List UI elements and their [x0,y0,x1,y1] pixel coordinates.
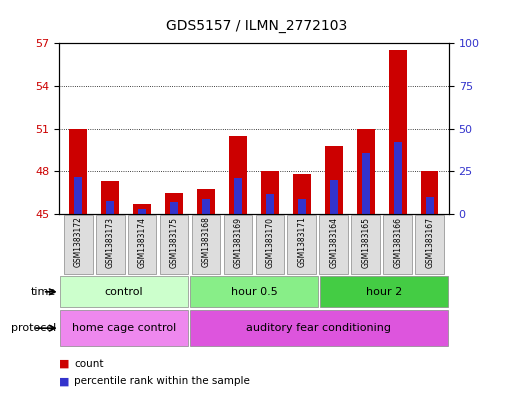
Bar [106,200,114,214]
Bar [261,171,279,214]
Bar [421,171,439,214]
FancyBboxPatch shape [320,215,348,274]
FancyBboxPatch shape [255,215,284,274]
FancyBboxPatch shape [190,276,318,307]
FancyBboxPatch shape [190,310,448,346]
Text: GSM1383170: GSM1383170 [265,217,274,268]
FancyBboxPatch shape [383,215,412,274]
FancyBboxPatch shape [96,215,125,274]
Text: GDS5157 / ILMN_2772103: GDS5157 / ILMN_2772103 [166,18,347,33]
Text: GSM1383171: GSM1383171 [298,217,306,268]
Text: GSM1383174: GSM1383174 [137,217,147,268]
Text: percentile rank within the sample: percentile rank within the sample [74,376,250,386]
Bar [234,178,242,214]
Text: GSM1383164: GSM1383164 [329,217,339,268]
Bar [229,136,247,214]
Bar [394,142,402,214]
Text: hour 2: hour 2 [366,287,402,297]
Text: time: time [31,287,56,297]
Bar [202,199,210,214]
Bar [426,197,433,214]
Text: GSM1383166: GSM1383166 [393,217,402,268]
Text: count: count [74,358,104,369]
Bar [389,50,406,214]
Bar [102,182,119,214]
Text: GSM1383173: GSM1383173 [106,217,114,268]
Bar [74,176,82,214]
Bar [362,152,370,214]
Bar [138,209,146,214]
FancyBboxPatch shape [224,215,252,274]
Bar [69,129,87,214]
FancyBboxPatch shape [60,276,188,307]
Text: GSM1383172: GSM1383172 [74,217,83,268]
Bar [197,189,215,214]
Bar [165,193,183,214]
Bar [357,129,374,214]
Text: auditory fear conditioning: auditory fear conditioning [246,323,391,333]
Text: GSM1383169: GSM1383169 [233,217,243,268]
Bar [133,204,151,214]
Text: GSM1383175: GSM1383175 [169,217,179,268]
Bar [330,180,338,214]
Bar [298,199,306,214]
FancyBboxPatch shape [160,215,188,274]
FancyBboxPatch shape [320,276,448,307]
FancyBboxPatch shape [416,215,444,274]
FancyBboxPatch shape [192,215,221,274]
Bar [325,146,343,214]
Text: ■: ■ [59,358,69,369]
FancyBboxPatch shape [287,215,316,274]
Text: hour 0.5: hour 0.5 [230,287,278,297]
Text: GSM1383167: GSM1383167 [425,217,434,268]
Bar [293,174,311,214]
FancyBboxPatch shape [128,215,156,274]
Text: ■: ■ [59,376,69,386]
Text: home cage control: home cage control [72,323,176,333]
Bar [170,202,178,214]
Text: control: control [105,287,143,297]
FancyBboxPatch shape [64,215,92,274]
FancyBboxPatch shape [351,215,380,274]
Text: GSM1383168: GSM1383168 [202,217,210,268]
Bar [266,194,274,214]
FancyBboxPatch shape [60,310,188,346]
Text: GSM1383165: GSM1383165 [361,217,370,268]
Text: protocol: protocol [11,323,56,333]
